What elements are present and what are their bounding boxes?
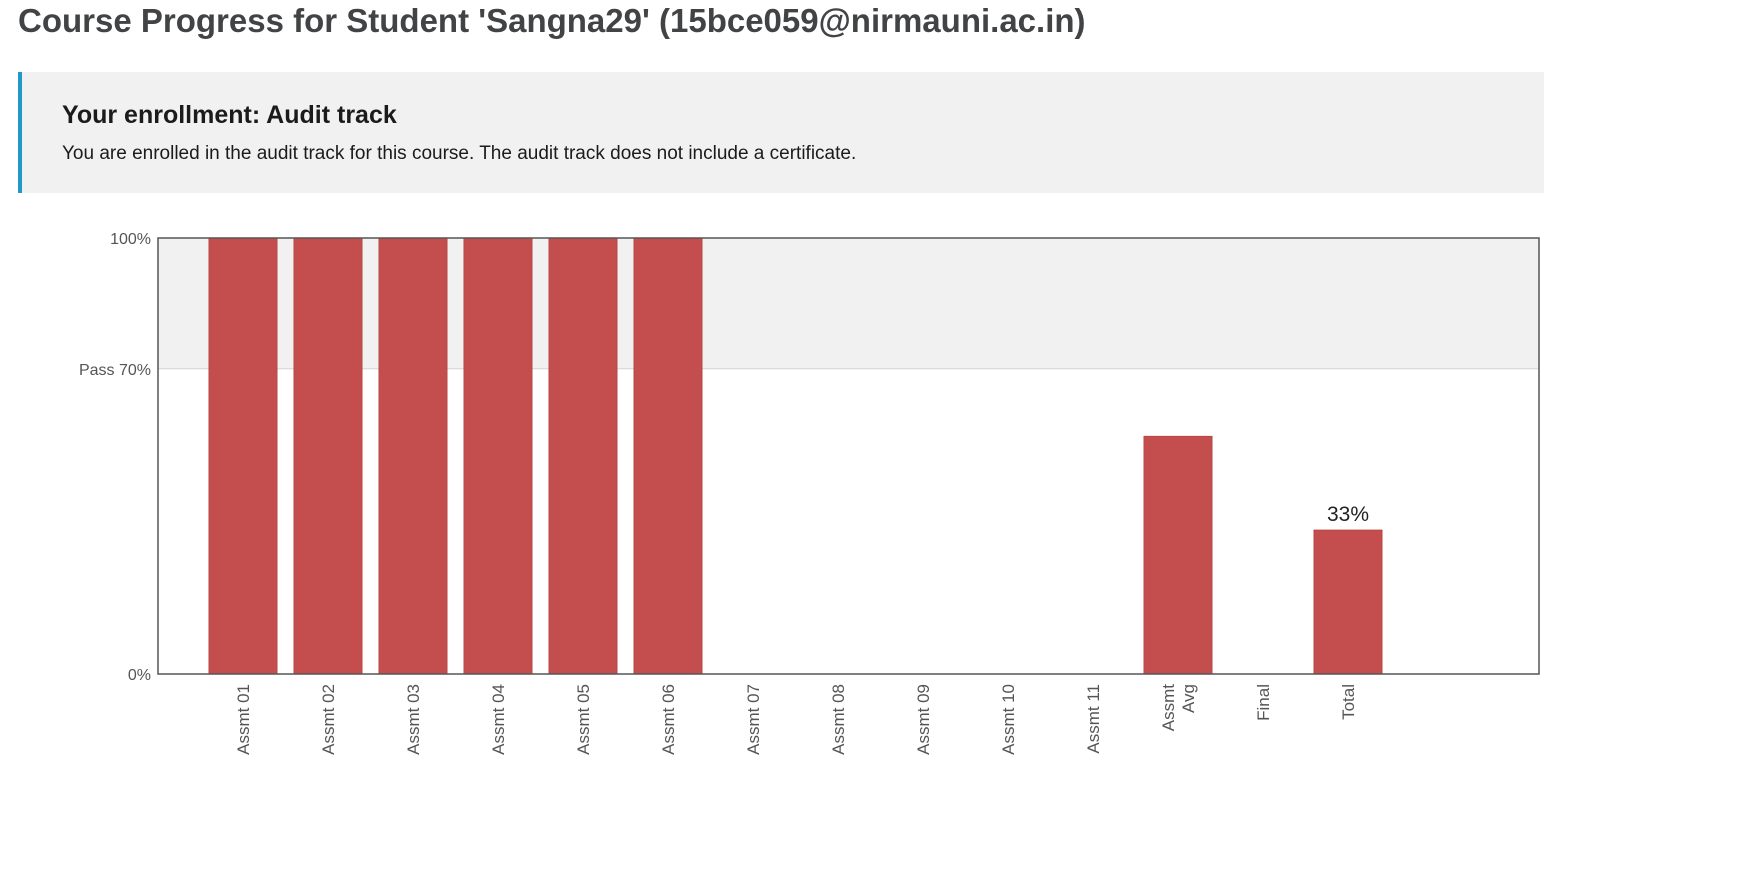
enrollment-title: Your enrollment: Audit track xyxy=(62,101,397,129)
x-tick-label-12-line-1: Assmt xyxy=(1159,684,1178,732)
pass-band xyxy=(158,238,1539,369)
x-tick-label-3: Assmt 03 xyxy=(404,684,423,755)
bar-5 xyxy=(548,237,618,675)
progress-chart: 100% Pass 70% 0% Assmt 01 Assmt 02 Assmt 03 As… xyxy=(79,231,1540,755)
y-tick-label-3: 0% xyxy=(128,667,151,684)
x-tick-label-6: Assmt 06 xyxy=(659,684,678,755)
x-tick-label-10: Assmt 10 xyxy=(999,684,1018,755)
bar-6 xyxy=(633,237,703,675)
data-label-14: 33% xyxy=(1327,503,1369,526)
bar-3 xyxy=(378,237,448,675)
x-tick-label-14: Total xyxy=(1339,684,1358,720)
bar-4 xyxy=(463,237,533,675)
page-title: Course Progress for Student 'Sangna29' (… xyxy=(18,2,1086,39)
x-tick-label-9: Assmt 09 xyxy=(914,684,933,755)
bar-1 xyxy=(208,237,278,675)
enrollment-message: You are enrolled in the audit track for … xyxy=(62,143,857,164)
bar-14 xyxy=(1313,529,1383,675)
x-tick-label-4: Assmt 04 xyxy=(489,684,508,755)
x-tick-label-11: Assmt 11 xyxy=(1084,684,1103,754)
x-tick-label-7: Assmt 07 xyxy=(744,684,763,755)
x-tick-label-2: Assmt 02 xyxy=(319,684,338,755)
x-tick-label-13: Final xyxy=(1254,684,1273,721)
bar-12 xyxy=(1143,435,1213,675)
y-tick-label-2: Pass 70% xyxy=(79,362,151,379)
plot-frame xyxy=(157,237,1540,675)
x-tick-label-1: Assmt 01 xyxy=(234,684,253,755)
x-tick-label-12-line-2: Avg xyxy=(1179,684,1198,713)
bar-2 xyxy=(293,237,363,675)
y-tick-label-1: 100% xyxy=(110,231,151,248)
x-tick-label-8: Assmt 08 xyxy=(829,684,848,755)
x-tick-label-5: Assmt 05 xyxy=(574,684,593,755)
enrollment-banner: Your enrollment: Audit track You are enr… xyxy=(18,72,1544,193)
